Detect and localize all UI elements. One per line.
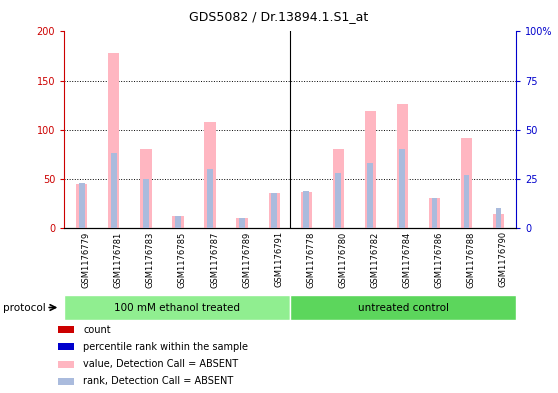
Bar <box>400 149 405 228</box>
Text: GSM1176781: GSM1176781 <box>114 231 123 288</box>
Text: GSM1176788: GSM1176788 <box>466 231 475 288</box>
Bar <box>57 361 74 367</box>
Bar <box>57 343 74 351</box>
Text: GSM1176782: GSM1176782 <box>371 231 379 288</box>
Bar <box>271 193 277 228</box>
Bar <box>301 191 312 228</box>
Text: GDS5082 / Dr.13894.1.S1_at: GDS5082 / Dr.13894.1.S1_at <box>189 10 369 23</box>
Bar <box>304 191 309 228</box>
Bar <box>207 169 213 228</box>
Bar <box>239 218 245 228</box>
Bar <box>461 138 472 228</box>
Text: GSM1176784: GSM1176784 <box>402 231 411 288</box>
Bar <box>108 53 119 228</box>
Text: GSM1176780: GSM1176780 <box>338 231 347 288</box>
Text: value, Detection Call = ABSENT: value, Detection Call = ABSENT <box>83 359 238 369</box>
Text: rank, Detection Call = ABSENT: rank, Detection Call = ABSENT <box>83 376 233 386</box>
Bar <box>493 214 504 228</box>
Bar <box>57 326 74 333</box>
Bar <box>76 184 88 228</box>
Text: GSM1176790: GSM1176790 <box>498 231 508 287</box>
Bar <box>365 111 376 228</box>
Text: GSM1176778: GSM1176778 <box>306 231 315 288</box>
Text: count: count <box>83 325 110 335</box>
Bar <box>143 179 149 228</box>
Text: GSM1176783: GSM1176783 <box>146 231 155 288</box>
Text: GSM1176779: GSM1176779 <box>82 231 91 288</box>
Bar <box>57 378 74 385</box>
Bar <box>175 216 181 228</box>
Bar <box>111 153 117 228</box>
Bar <box>429 198 440 228</box>
Text: percentile rank within the sample: percentile rank within the sample <box>83 342 248 352</box>
Bar <box>367 163 373 228</box>
Text: untreated control: untreated control <box>358 303 449 312</box>
Text: protocol: protocol <box>3 303 46 312</box>
Bar <box>397 104 408 228</box>
Bar <box>140 149 152 228</box>
Bar <box>333 149 344 228</box>
Bar <box>268 193 280 228</box>
Bar <box>237 218 248 228</box>
Bar <box>290 295 516 320</box>
Text: 100 mM ethanol treated: 100 mM ethanol treated <box>114 303 240 312</box>
Bar <box>172 216 184 228</box>
Bar <box>79 183 85 228</box>
Text: GSM1176785: GSM1176785 <box>178 231 187 288</box>
Text: GSM1176791: GSM1176791 <box>274 231 283 287</box>
Text: GSM1176789: GSM1176789 <box>242 231 251 288</box>
Bar <box>335 173 341 228</box>
Bar <box>431 198 437 228</box>
Bar <box>64 295 290 320</box>
Bar <box>496 208 502 228</box>
Bar <box>464 175 469 228</box>
Text: GSM1176787: GSM1176787 <box>210 231 219 288</box>
Text: GSM1176786: GSM1176786 <box>435 231 444 288</box>
Bar <box>204 122 215 228</box>
